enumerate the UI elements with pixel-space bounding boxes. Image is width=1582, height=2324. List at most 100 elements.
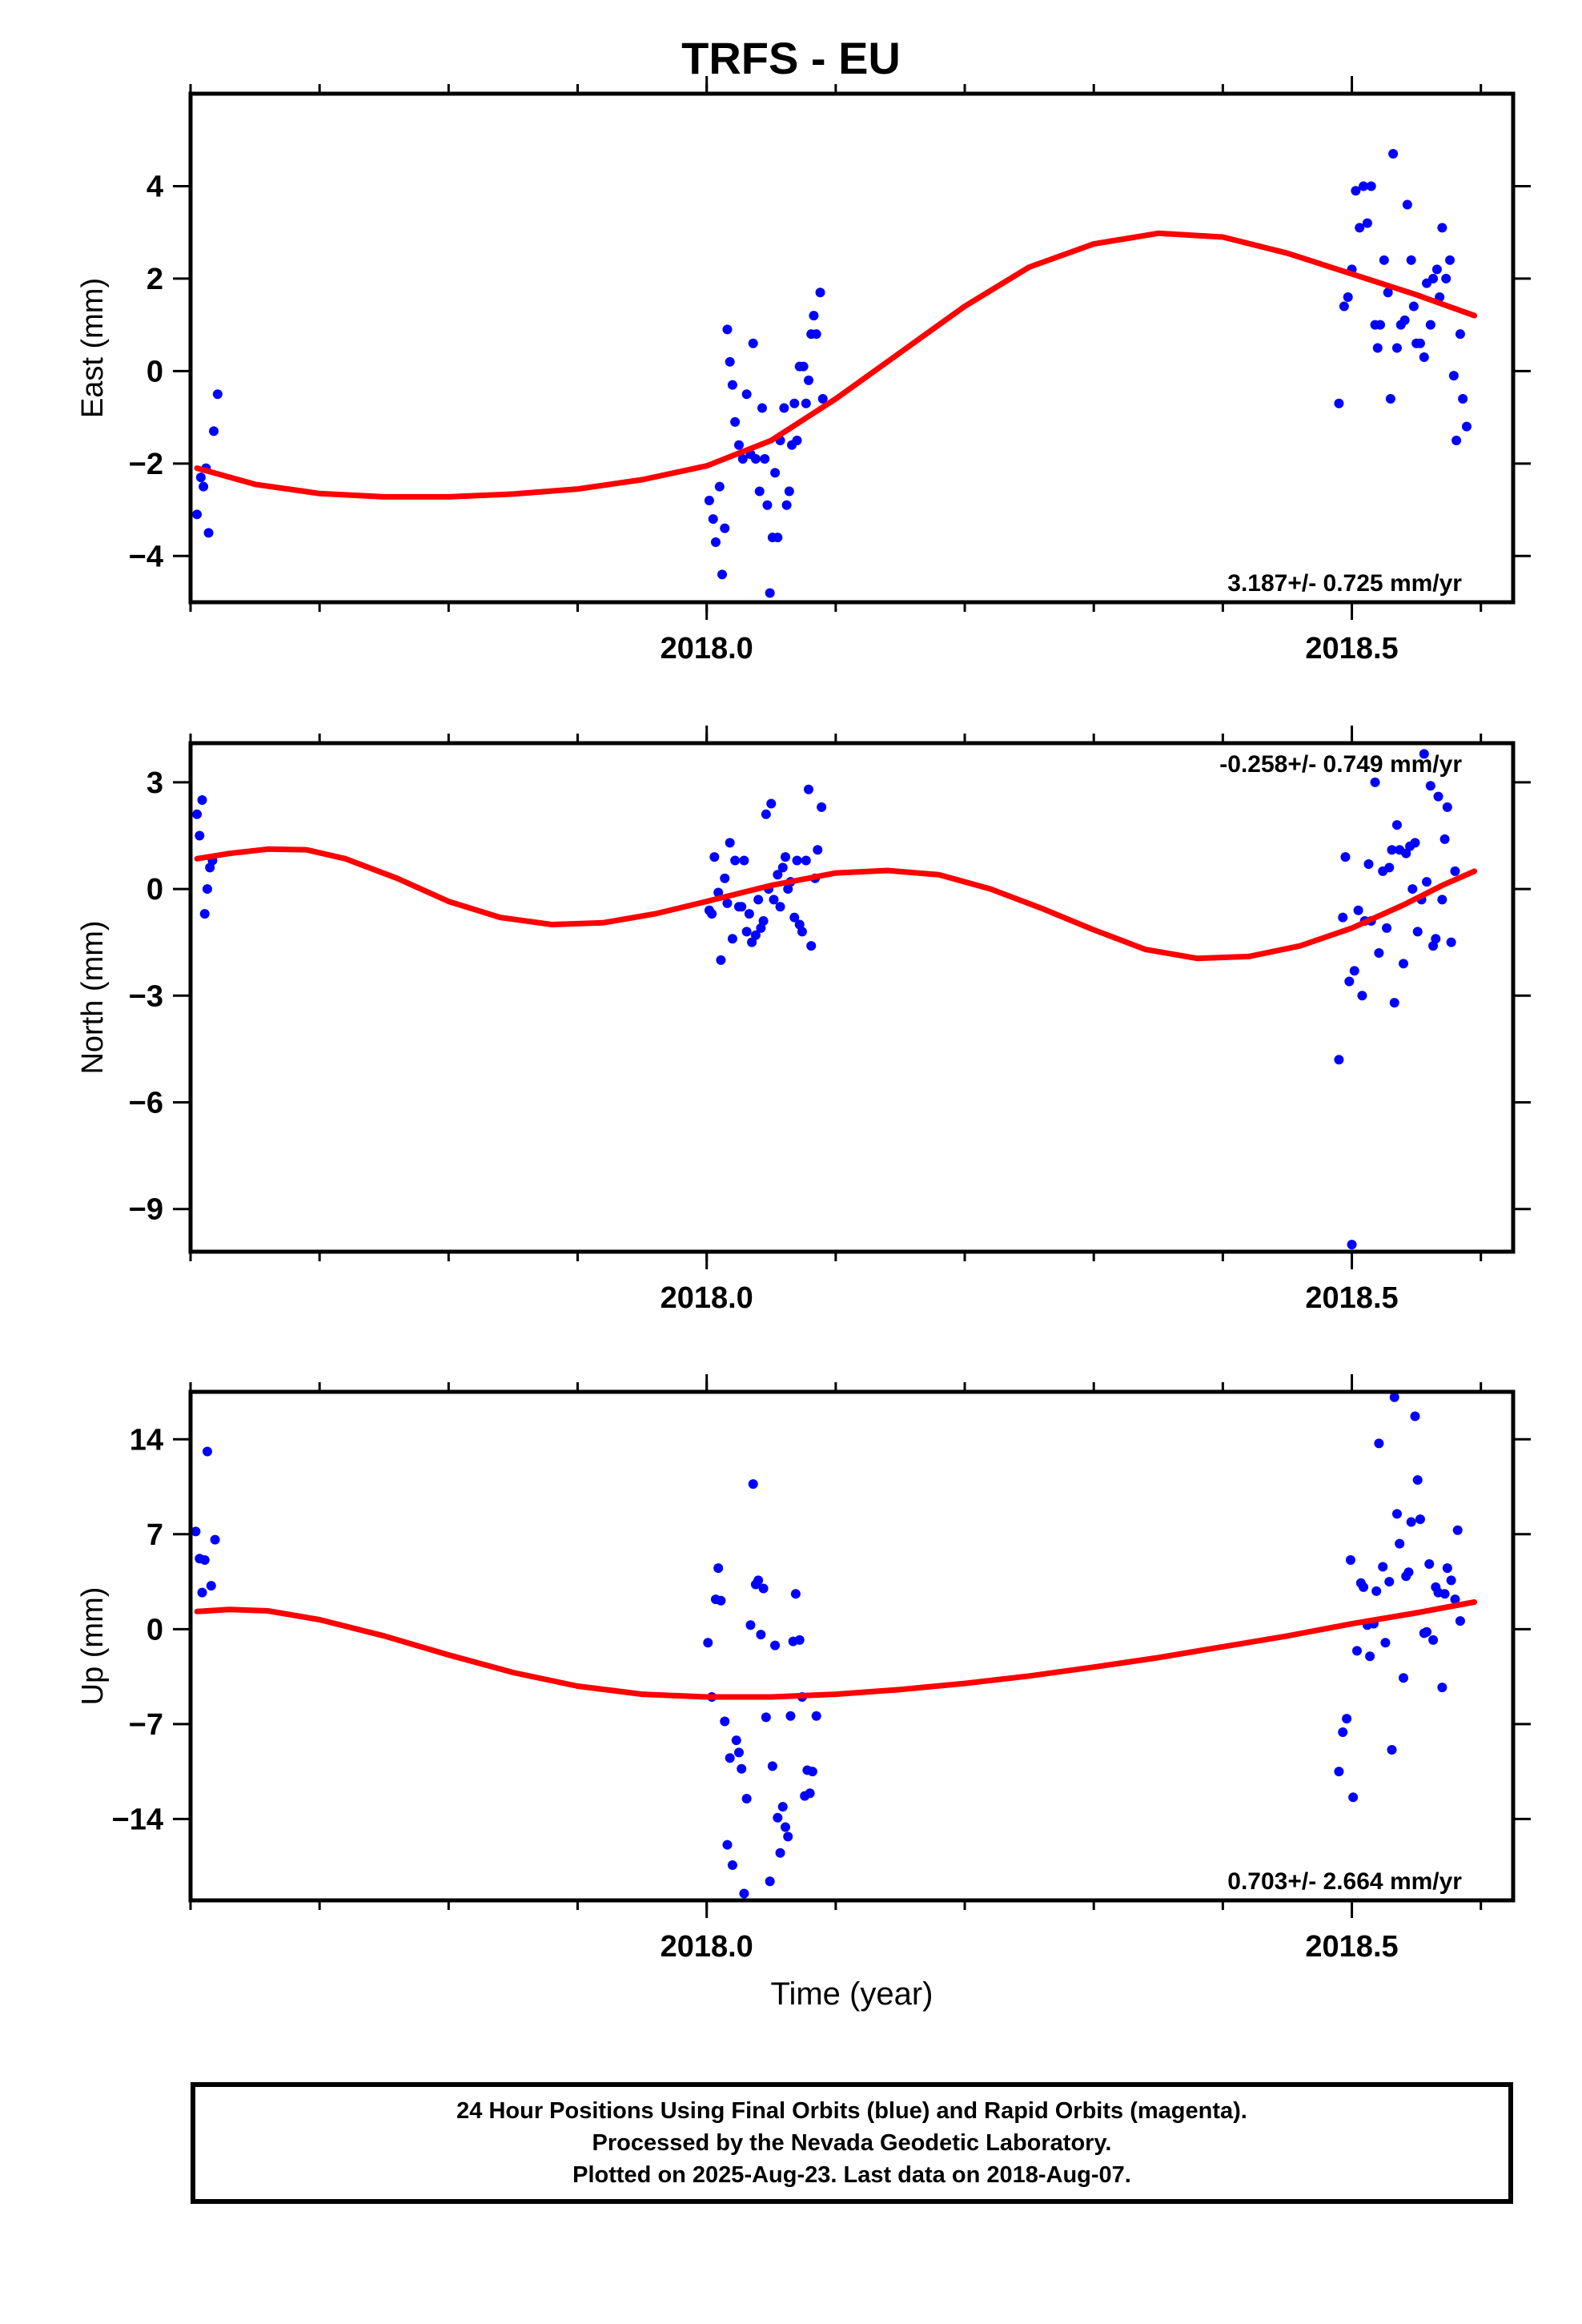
data-point xyxy=(1353,905,1363,915)
y-tick-label: −4 xyxy=(129,540,163,573)
data-point xyxy=(1441,273,1452,283)
data-point xyxy=(1384,862,1395,873)
data-point xyxy=(739,1888,749,1899)
data-point xyxy=(195,830,205,841)
data-point xyxy=(1387,1745,1397,1755)
data-point xyxy=(1452,435,1462,445)
data-point xyxy=(1345,1554,1355,1565)
data-point xyxy=(704,496,714,505)
data-point xyxy=(209,426,219,436)
data-point xyxy=(1334,1767,1344,1777)
data-point xyxy=(212,389,223,400)
data-point xyxy=(722,1839,733,1850)
data-point xyxy=(1387,845,1397,855)
footer-line-3: Plotted on 2025-Aug-23. Last data on 201… xyxy=(572,2162,1131,2188)
data-point xyxy=(709,852,720,862)
data-point xyxy=(761,1712,771,1723)
data-point xyxy=(1442,802,1452,812)
data-point xyxy=(775,902,785,912)
footer-line-1: 24 Hour Positions Using Final Orbits (bl… xyxy=(456,2098,1247,2124)
data-point xyxy=(737,1763,747,1774)
data-point xyxy=(199,1554,210,1565)
data-point xyxy=(1431,264,1442,275)
data-point xyxy=(1375,320,1385,330)
data-point xyxy=(1428,1634,1439,1645)
data-point xyxy=(1415,338,1425,348)
data-point xyxy=(758,916,769,927)
footer-box: 24 Hour Positions Using Final Orbits (bl… xyxy=(191,2082,1513,2204)
data-point xyxy=(1347,1240,1357,1250)
data-point xyxy=(720,873,730,883)
data-point xyxy=(192,509,203,520)
fit-line xyxy=(194,230,1478,500)
y-tick-label: 0 xyxy=(147,1613,163,1647)
data-point xyxy=(1385,394,1395,404)
north-mm-panel: 2018.0 2018.5 −9 −6 −3 0 3 North (mm) -0.258+/- … xyxy=(76,726,1531,1315)
data-point xyxy=(1351,186,1361,196)
data-point xyxy=(1458,394,1468,404)
data-point xyxy=(1433,791,1443,802)
data-point xyxy=(713,887,724,898)
data-point xyxy=(1403,1567,1414,1578)
data-point xyxy=(1399,1673,1409,1683)
y-tick-label: 3 xyxy=(147,766,163,800)
data-point xyxy=(765,588,775,598)
data-point xyxy=(741,927,752,937)
data-point xyxy=(733,1747,744,1758)
data-point xyxy=(797,927,807,937)
data-point xyxy=(714,481,725,492)
data-point xyxy=(769,895,779,905)
data-point xyxy=(206,1581,216,1591)
data-point xyxy=(805,1788,815,1799)
data-point xyxy=(725,356,735,367)
data-point xyxy=(1419,749,1429,759)
data-point xyxy=(202,1446,212,1457)
data-point xyxy=(1391,820,1402,830)
data-point xyxy=(1370,777,1380,787)
data-point xyxy=(1408,301,1419,312)
data-point xyxy=(1382,923,1392,933)
data-point xyxy=(784,486,794,497)
data-point xyxy=(775,1848,785,1858)
data-point xyxy=(801,855,811,866)
data-point xyxy=(773,533,783,543)
data-point xyxy=(745,1620,756,1630)
data-point xyxy=(1374,1438,1384,1449)
data-point xyxy=(1357,991,1367,1001)
data-point xyxy=(804,784,814,794)
data-point xyxy=(789,912,800,923)
data-point xyxy=(748,1479,758,1490)
data-point xyxy=(792,855,802,866)
data-point xyxy=(1437,895,1447,905)
y-axis-label: North (mm) xyxy=(76,920,110,1074)
data-point xyxy=(773,870,783,880)
data-point xyxy=(731,1735,741,1746)
up-mm-panel-data xyxy=(191,1392,1478,1899)
data-point xyxy=(766,798,777,809)
data-point xyxy=(197,1587,207,1598)
x-tick-label: 2018.5 xyxy=(1305,632,1398,665)
data-point xyxy=(1425,320,1435,330)
data-point xyxy=(758,1583,769,1594)
data-point xyxy=(770,1640,781,1651)
rate-label: 0.703+/- 2.664 mm/yr xyxy=(1227,1868,1462,1895)
data-point xyxy=(1399,959,1409,969)
data-point xyxy=(210,1534,220,1545)
up-mm-panel: 2018.0 2018.5 −14 −7 0 7 14 Up (mm) 0.703+/- 2.6… xyxy=(76,1374,1531,1964)
data-point xyxy=(1439,1589,1450,1599)
data-point xyxy=(1338,1727,1348,1738)
data-point xyxy=(1439,834,1450,844)
data-point xyxy=(720,523,730,533)
data-point xyxy=(727,934,737,944)
data-point xyxy=(727,380,737,390)
data-point xyxy=(804,375,814,385)
data-point xyxy=(1384,1577,1395,1587)
rate-label: 3.187+/- 0.725 mm/yr xyxy=(1227,570,1462,597)
y-tick-label: 4 xyxy=(147,170,163,203)
data-point xyxy=(770,468,781,478)
data-point xyxy=(739,855,749,866)
data-point xyxy=(1415,1514,1425,1525)
data-point xyxy=(1412,927,1423,937)
data-point xyxy=(744,909,754,919)
